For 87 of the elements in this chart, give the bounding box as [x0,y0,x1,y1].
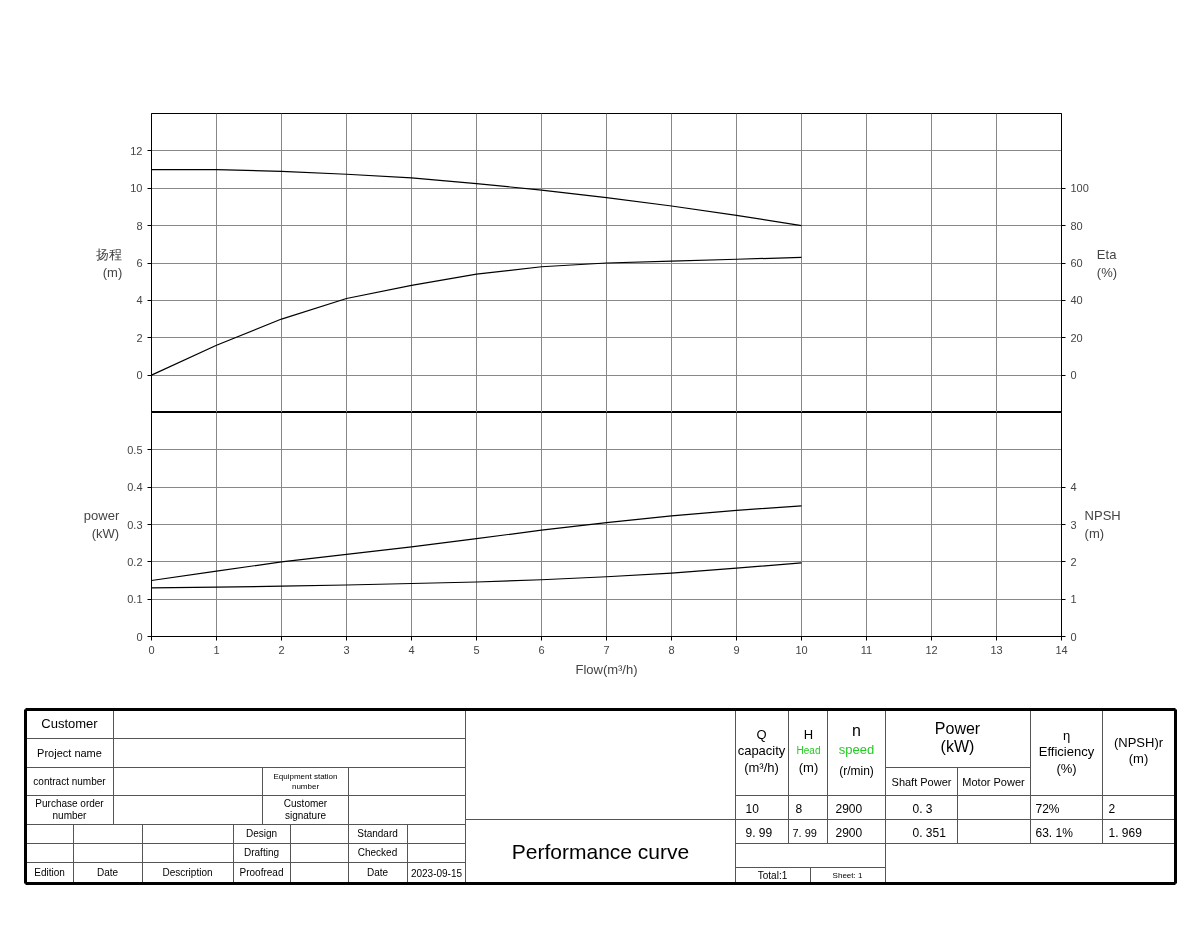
text: n [852,722,861,739]
x-tick-label: 8 [668,643,675,656]
text: 2023-09-15 [410,867,463,879]
y2-tick-label: 2 [1070,555,1077,568]
text: Customer signature [283,797,328,822]
text: H [803,727,814,742]
text: 10 [745,802,760,816]
x-tick-label: 5 [473,643,480,656]
x-tick-label: 11 [860,643,873,656]
text: 1. 969 [1108,825,1143,840]
y-tick-label: 2 [136,331,143,344]
text: 2 [1108,802,1116,816]
y2-tick-label: 4 [1070,481,1077,494]
text: Performance curve [511,840,690,863]
text: Motor Power [962,775,1026,788]
y2-tick-label: 0 [1070,630,1077,643]
text: Standard [357,828,398,839]
y-tick-label: 0.1 [127,593,143,606]
x-tick-label: 0 [148,643,155,656]
text: η Efficiency (%) [1038,727,1095,776]
text: Checked [357,847,398,858]
x-tick-label: 12 [925,643,938,656]
y-tick-label: 4 [136,294,143,307]
text: 63. 1% [1035,825,1074,840]
text: speed [838,742,875,757]
text: Head [796,745,821,756]
text: Purchase order number [35,797,105,822]
x-tick-label: 4 [408,643,415,656]
text: Edition [34,867,65,878]
text: Shaft Power [891,775,952,788]
text: 72% [1035,801,1060,816]
y2-tick-label: 1 [1070,593,1077,606]
x-tick-label: 1 [213,643,220,656]
text: (m) [798,760,819,775]
y-tick-label: 0.4 [127,481,143,494]
text: Date [366,867,389,878]
y-tick-label: 6 [136,257,143,269]
text: Customer [41,716,99,731]
x-tick-label: 13 [990,643,1003,656]
text: 0. 351 [912,825,947,840]
x-tick-label: 3 [343,643,350,656]
text: (NPSH)r (m) [1113,734,1164,767]
y-axis-title: power (kW) [83,508,120,541]
y2-tick-label: 40 [1070,294,1083,307]
x-tick-label: 9 [733,643,740,656]
text: Drafting [243,847,280,858]
text: Project name [37,746,102,759]
text: Power (kW) [934,719,981,756]
y-axis-title: 扬程 (m) [96,246,123,280]
text: Description [162,867,213,878]
text: Equipment station number [273,772,338,791]
y2-axis-title: NPSH (m) [1084,508,1121,541]
y2-axis-title: Eta (%) [1096,246,1118,280]
text: Proofread [239,867,284,878]
x-axis-title: Flow(m³/h) [575,661,638,677]
text: contract number [33,776,107,787]
y2-tick-label: 0 [1070,369,1077,382]
text: Q capacity (m³/h) [737,726,786,775]
x-tick-label: 6 [538,643,545,656]
y-tick-label: 12 [130,144,143,157]
y2-tick-label: 3 [1070,518,1077,531]
text: 9. 99 [745,825,773,840]
y-tick-label: 0 [136,369,143,382]
text: Date [96,867,119,878]
y-tick-label: 0 [136,630,143,643]
y2-tick-label: 80 [1070,219,1083,232]
x-tick-label: 7 [603,643,610,656]
y-tick-label: 0.2 [127,555,143,568]
text: 0. 3 [912,801,933,816]
text: Total:1 [757,870,788,881]
y-tick-label: 8 [136,219,143,232]
y2-tick-label: 20 [1070,331,1083,344]
text: Design [245,828,278,839]
text: (r/min) [839,763,874,778]
y2-tick-label: 100 [1070,182,1089,195]
text: 7. 99 [792,826,817,839]
x-tick-label: 14 [1055,643,1068,656]
text: 8 [795,802,803,816]
text: 2900 [835,802,863,816]
y2-tick-label: 60 [1070,257,1083,269]
x-tick-label: 10 [795,643,808,656]
text: Sheet: 1 [832,871,863,880]
x-tick-label: 2 [278,643,285,656]
text: 2900 [835,826,863,840]
y-tick-label: 0.5 [127,443,143,456]
y-tick-label: 0.3 [127,518,143,531]
y-tick-label: 10 [130,182,143,195]
